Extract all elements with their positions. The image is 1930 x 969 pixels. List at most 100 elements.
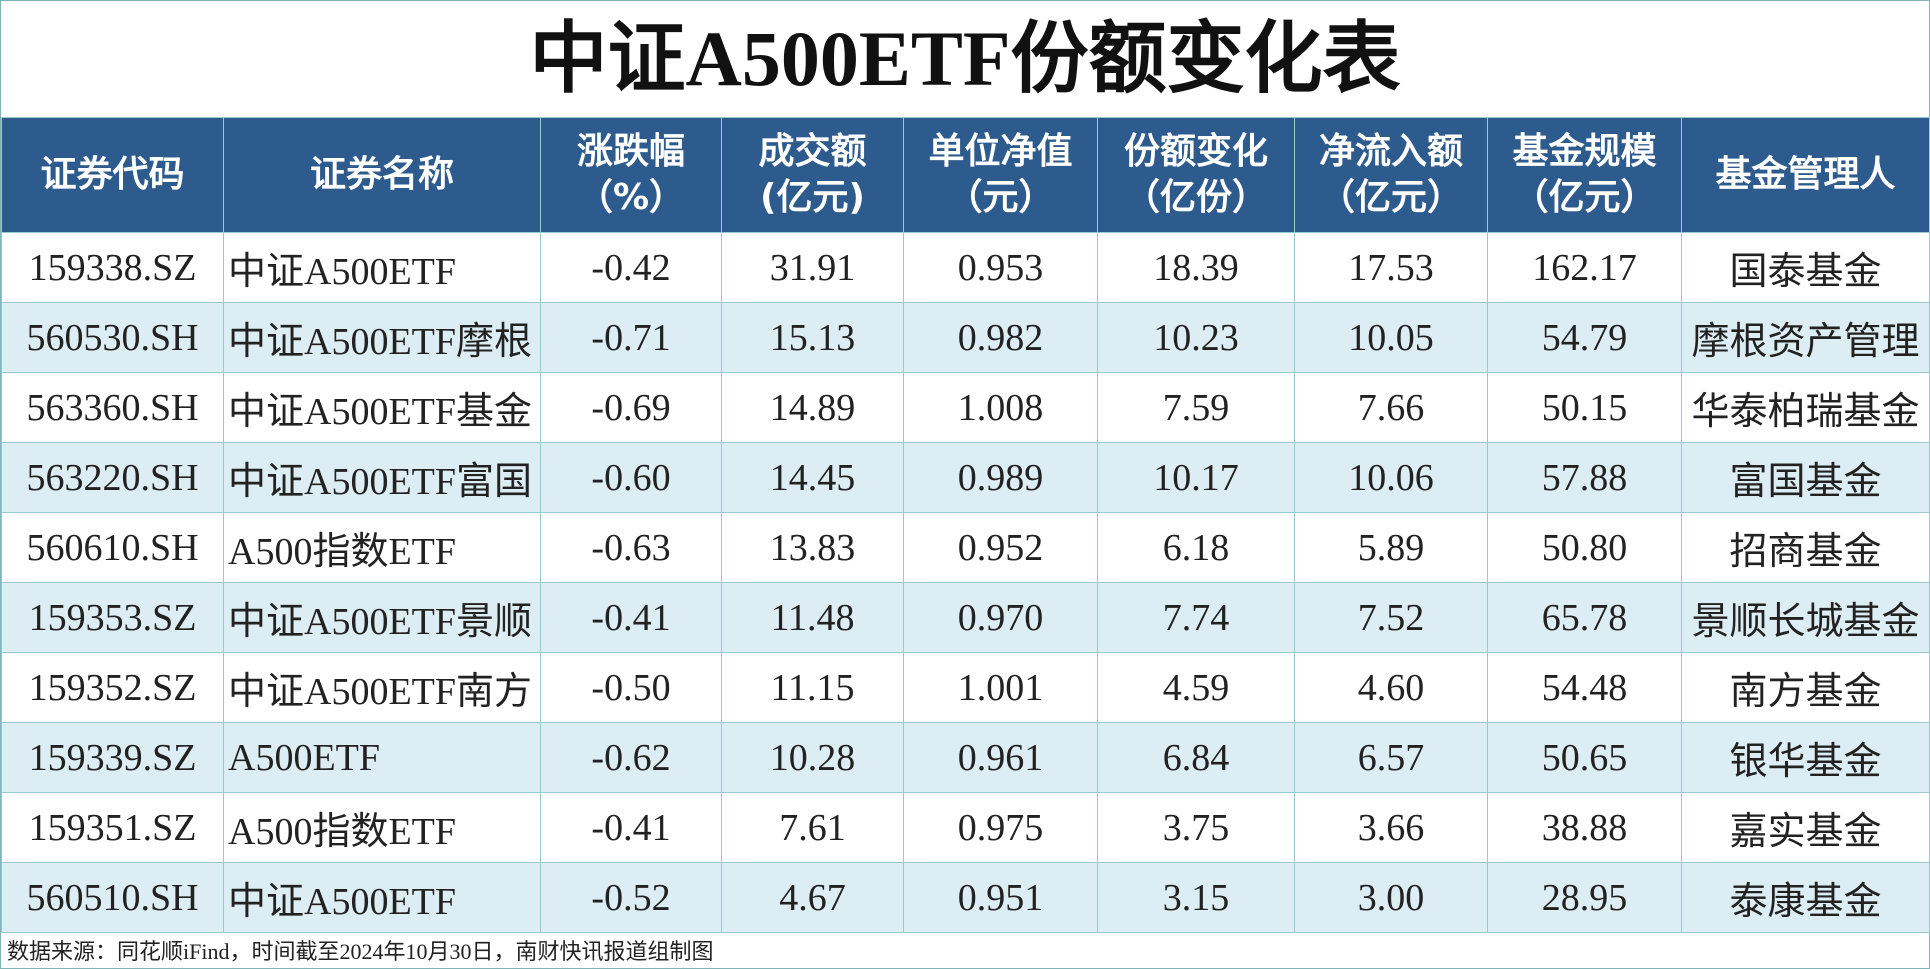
header-cell: 单位净值 （元） [903, 117, 1098, 233]
table-cell: 0.982 [903, 302, 1098, 373]
header-text: 单位净值 [928, 131, 1073, 172]
header-cell: 涨跌幅 （%） [540, 117, 722, 233]
table-cell: 10.28 [721, 722, 904, 793]
table-cell: 4.67 [721, 862, 904, 933]
table-cell: 0.970 [903, 582, 1098, 653]
header-cell: 基金规模 （亿元） [1487, 117, 1682, 233]
table-cell: 65.78 [1487, 582, 1682, 653]
table-cell: 162.17 [1487, 232, 1682, 303]
table-cell: 嘉实基金 [1681, 792, 1930, 863]
table-cell: 13.83 [721, 512, 904, 583]
table-cell: 31.91 [721, 232, 904, 303]
table-cell: 54.48 [1487, 652, 1682, 723]
table-cell: A500指数ETF [223, 792, 541, 863]
table-cell: 4.59 [1097, 652, 1295, 723]
header-text: 涨跌幅 [576, 131, 685, 172]
header-cell: 成交额 (亿元) [721, 117, 904, 233]
table-cell: 0.951 [903, 862, 1098, 933]
header-cell: 证券代码 [1, 117, 224, 233]
header-text: 成交额 [758, 131, 867, 172]
table-cell: 4.60 [1294, 652, 1488, 723]
header-cell: 份额变化 （亿份） [1097, 117, 1295, 233]
table-cell: 563360.SH [1, 372, 224, 443]
table-cell: -0.63 [540, 512, 722, 583]
table-cell: 18.39 [1097, 232, 1295, 303]
table-cell: 159353.SZ [1, 582, 224, 653]
table-cell: 560510.SH [1, 862, 224, 933]
table-row: 159339.SZ A500ETF -0.62 10.28 0.961 6.84 6.57 5… [1, 722, 1930, 793]
table-cell: 14.89 [721, 372, 904, 443]
table-cell: 15.13 [721, 302, 904, 373]
table-cell: 0.953 [903, 232, 1098, 303]
table-cell: 0.975 [903, 792, 1098, 863]
header-text: 份额变化 [1123, 131, 1268, 172]
table-cell: 10.17 [1097, 442, 1295, 513]
table-cell: -0.42 [540, 232, 722, 303]
table-cell: 摩根资产管理 [1681, 302, 1930, 373]
table-cell: 7.66 [1294, 372, 1488, 443]
table-row: 563360.SH 中证A500ETF基金 -0.69 14.89 1.008 7.59 7… [1, 372, 1930, 443]
header-cell: 证券名称 [223, 117, 541, 233]
table-cell: A500指数ETF [223, 512, 541, 583]
table-row: 159351.SZ A500指数ETF -0.41 7.61 0.975 3.75 3.66… [1, 792, 1930, 863]
table: 证券代码 证券名称 涨跌幅 （%） 成交额 (亿元) 单位净值 （元） 份额变化 （亿份） 净流入额… [1, 117, 1930, 933]
table-cell: 3.00 [1294, 862, 1488, 933]
table-cell: -0.69 [540, 372, 722, 443]
table-cell: 10.05 [1294, 302, 1488, 373]
table-cell: -0.41 [540, 582, 722, 653]
table-cell: 中证A500ETF南方 [223, 652, 541, 723]
table-cell: -0.41 [540, 792, 722, 863]
table-row: 159353.SZ 中证A500ETF景顺 -0.41 11.48 0.970 7.74 7… [1, 582, 1930, 653]
table-cell: 0.989 [903, 442, 1098, 513]
table-cell: 50.15 [1487, 372, 1682, 443]
table-cell: 华泰柏瑞基金 [1681, 372, 1930, 443]
header-text: 基金规模 [1512, 131, 1657, 172]
table-cell: 50.65 [1487, 722, 1682, 793]
table-cell: 中证A500ETF摩根 [223, 302, 541, 373]
title: 中证A500ETF份额变化表 [529, 15, 1401, 102]
table-cell: 159352.SZ [1, 652, 224, 723]
table-cell: A500ETF [223, 722, 541, 793]
table-body: 159338.SZ 中证A500ETF -0.42 31.91 0.953 18.39 17… [1, 232, 1930, 933]
table-cell: 11.48 [721, 582, 904, 653]
header-text: （%） [576, 177, 686, 218]
table-cell: 10.06 [1294, 442, 1488, 513]
table-cell: 3.66 [1294, 792, 1488, 863]
header-text: 证券名称 [309, 154, 454, 195]
table-cell: 中证A500ETF富国 [223, 442, 541, 513]
table-row: 560610.SH A500指数ETF -0.63 13.83 0.952 6.18 5.8… [1, 512, 1930, 583]
table-cell: 159351.SZ [1, 792, 224, 863]
table-row: 159338.SZ 中证A500ETF -0.42 31.91 0.953 18.39 17… [1, 232, 1930, 303]
table-cell: 中证A500ETF [223, 232, 541, 303]
table-cell: 招商基金 [1681, 512, 1930, 583]
table-cell: -0.60 [540, 442, 722, 513]
table-cell: 6.57 [1294, 722, 1488, 793]
table-cell: 14.45 [721, 442, 904, 513]
table-cell: 泰康基金 [1681, 862, 1930, 933]
table-cell: 7.52 [1294, 582, 1488, 653]
table-cell: 560610.SH [1, 512, 224, 583]
header-row: 证券代码 证券名称 涨跌幅 （%） 成交额 (亿元) 单位净值 （元） 份额变化 （亿份） 净流入额… [1, 117, 1930, 233]
table-row: 159352.SZ 中证A500ETF南方 -0.50 11.15 1.001 4.59 4… [1, 652, 1930, 723]
table-cell: 6.18 [1097, 512, 1295, 583]
table-cell: 54.79 [1487, 302, 1682, 373]
table-cell: 17.53 [1294, 232, 1488, 303]
footer: 数据来源：同花顺iFind，时间截至2024年10月30日，南财快讯报道组制图 [7, 939, 714, 964]
header-text: 证券代码 [40, 154, 185, 195]
table-cell: 国泰基金 [1681, 232, 1930, 303]
table-cell: 10.23 [1097, 302, 1295, 373]
table-cell: 50.80 [1487, 512, 1682, 583]
table-cell: 0.961 [903, 722, 1098, 793]
table-cell: 中证A500ETF景顺 [223, 582, 541, 653]
table-cell: -0.71 [540, 302, 722, 373]
table-cell: 159338.SZ [1, 232, 224, 303]
table-cell: 0.952 [903, 512, 1098, 583]
table-cell: 7.61 [721, 792, 904, 863]
table-cell: 景顺长城基金 [1681, 582, 1930, 653]
table-cell: 中证A500ETF [223, 862, 541, 933]
header-text: （亿元） [1512, 177, 1657, 218]
table-row: 560530.SH 中证A500ETF摩根 -0.71 15.13 0.982 10.23… [1, 302, 1930, 373]
header-text: （亿元） [1318, 177, 1463, 218]
table-cell: 57.88 [1487, 442, 1682, 513]
